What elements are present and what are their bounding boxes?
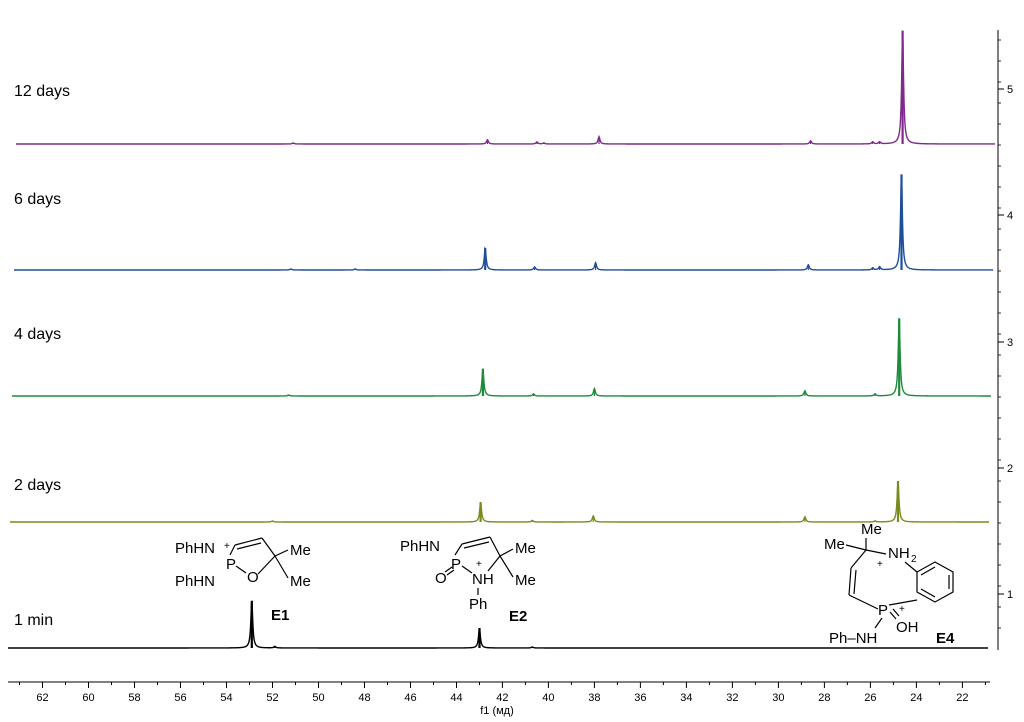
y-tick-label: 4	[1007, 210, 1013, 222]
x-axis-title: f1 (мд)	[480, 705, 514, 717]
x-tick-label: 58	[128, 692, 140, 704]
trace-1-min	[8, 600, 988, 649]
trace-2-days	[10, 480, 989, 523]
trace-labels: 12 days 6 days 4 days 2 days 1 min	[14, 83, 70, 629]
e2-me-bottom: Me	[515, 572, 536, 589]
e1-bonds	[229, 537, 289, 579]
x-axis: 62 60 58 56 54 52 50 48 46 44 42 40 38 36 34 32 30 28 26 24…	[8, 681, 990, 717]
e4-p: P	[878, 602, 888, 619]
x-tick-label: 26	[864, 692, 876, 704]
trace-12-days	[16, 31, 995, 145]
x-tick-label: 50	[312, 692, 324, 704]
x-tick-label: 38	[588, 692, 600, 704]
y-axis-ticks: 1 2 3 4 5	[998, 39, 1013, 629]
e4-me-left: Me	[824, 536, 845, 553]
x-tick-label: 46	[404, 692, 416, 704]
e2-p: P	[451, 556, 461, 573]
trace-label-1-min: 1 min	[14, 612, 53, 629]
x-tick-label: 22	[956, 692, 968, 704]
structure-e2: PhHN O P + NH Ph Me Me E2	[400, 536, 536, 625]
x-tick-label: 62	[36, 692, 48, 704]
x-tick-label: 24	[910, 692, 922, 704]
e4-me-top: Me	[861, 521, 882, 538]
x-tick-label: 44	[450, 692, 462, 704]
e1-phhn-top: PhHN	[175, 540, 215, 557]
e4-oh: OH	[896, 619, 919, 636]
x-tick-label: 30	[772, 692, 784, 704]
e2-phhn: PhHN	[400, 538, 440, 555]
e1-p: P	[226, 556, 236, 573]
x-tick-label: 48	[358, 692, 370, 704]
e1-plus: +	[224, 541, 230, 552]
y-tick-label: 2	[1007, 463, 1013, 475]
x-tick-label: 42	[496, 692, 508, 704]
y-tick-label: 3	[1007, 337, 1013, 349]
x-tick-label: 36	[634, 692, 646, 704]
e2-nh: NH	[472, 571, 494, 588]
e4-label: E4	[936, 630, 955, 647]
e1-o: O	[247, 569, 259, 586]
x-tick-label: 60	[82, 692, 94, 704]
y-tick-label: 5	[1007, 84, 1013, 96]
trace-label-6-days: 6 days	[14, 191, 61, 208]
e2-bonds	[444, 536, 514, 595]
e1-label: E1	[271, 607, 289, 624]
trace-label-2-days: 2 days	[14, 477, 61, 494]
y-tick-label: 1	[1007, 589, 1013, 601]
e4-bonds	[845, 538, 954, 629]
e4-nh2: NH	[888, 545, 910, 562]
x-tick-label: 32	[726, 692, 738, 704]
e1-me-top: Me	[290, 542, 311, 559]
x-tick-label: 56	[174, 692, 186, 704]
e2-o: O	[435, 570, 447, 587]
x-tick-label: 34	[680, 692, 692, 704]
structure-e4: Me Me NH 2 + P + OH Ph–NH E4	[824, 521, 955, 647]
e4-nh2-sub: 2	[911, 554, 917, 565]
structure-e1: PhHN + P PhHN O Me Me E1	[175, 537, 311, 624]
trace-label-12-days: 12 days	[14, 83, 70, 100]
trace-6-days	[14, 174, 993, 271]
e4-plus-p: +	[899, 604, 905, 615]
x-tick-label: 28	[818, 692, 830, 704]
trace-4-days	[12, 319, 991, 397]
x-tick-label: 40	[542, 692, 554, 704]
trace-label-4-days: 4 days	[14, 326, 61, 343]
e1-me-bottom: Me	[290, 573, 311, 590]
x-tick-label: 54	[220, 692, 232, 704]
e2-me-top: Me	[515, 540, 536, 557]
y-axis: 1 2 3 4 5	[997, 30, 1013, 650]
e2-plus: +	[476, 559, 482, 570]
e2-label: E2	[509, 608, 527, 625]
e2-ph: Ph	[469, 596, 487, 613]
e4-plus-n: +	[877, 559, 883, 570]
x-tick-label: 52	[266, 692, 278, 704]
e1-phhn-bottom: PhHN	[175, 573, 215, 590]
spectrum-traces	[8, 30, 995, 649]
e4-phnh: Ph–NH	[829, 630, 877, 647]
x-axis-ticks: 62 60 58 56 54 52 50 48 46 44 42 40 38 36 34 32 30 28 26 24…	[19, 682, 986, 704]
